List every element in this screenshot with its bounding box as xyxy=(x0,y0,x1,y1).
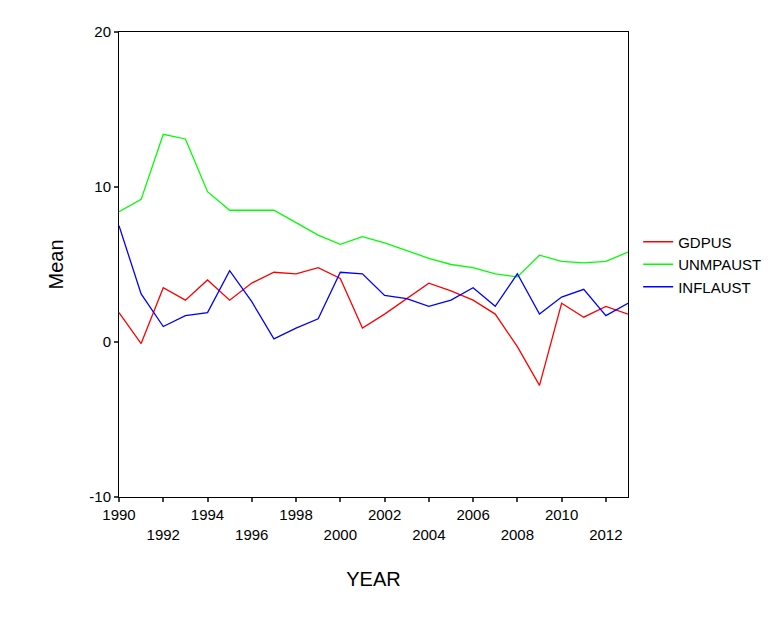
svg-text:INFLAUST: INFLAUST xyxy=(678,279,751,296)
svg-text:2002: 2002 xyxy=(368,506,401,523)
svg-text:2006: 2006 xyxy=(456,506,489,523)
svg-text:2010: 2010 xyxy=(545,506,578,523)
svg-text:-10: -10 xyxy=(89,488,111,505)
svg-text:1996: 1996 xyxy=(235,526,268,543)
svg-text:1998: 1998 xyxy=(279,506,312,523)
svg-text:1992: 1992 xyxy=(147,526,180,543)
svg-text:2000: 2000 xyxy=(324,526,357,543)
svg-text:0: 0 xyxy=(103,333,111,350)
svg-text:1994: 1994 xyxy=(191,506,224,523)
svg-text:2004: 2004 xyxy=(412,526,445,543)
svg-text:20: 20 xyxy=(94,23,111,40)
svg-text:GDPUS: GDPUS xyxy=(678,234,731,251)
svg-text:1990: 1990 xyxy=(102,506,135,523)
svg-text:10: 10 xyxy=(94,178,111,195)
svg-text:Mean: Mean xyxy=(45,239,67,289)
svg-text:2012: 2012 xyxy=(589,526,622,543)
svg-text:UNMPAUST: UNMPAUST xyxy=(678,256,761,273)
svg-text:2008: 2008 xyxy=(501,526,534,543)
svg-text:YEAR: YEAR xyxy=(346,568,400,590)
